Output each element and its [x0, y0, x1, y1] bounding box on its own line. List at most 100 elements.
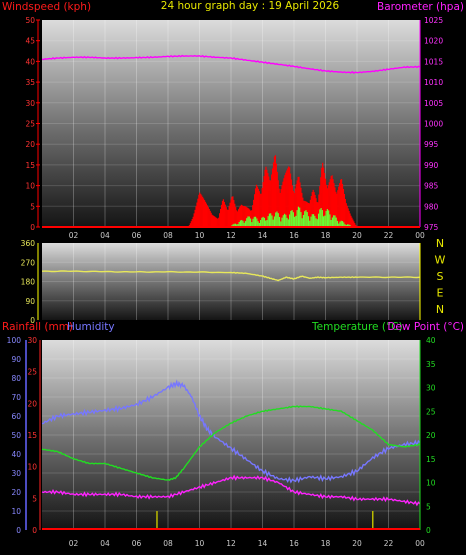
wind-y-tick: 15	[25, 161, 35, 170]
direction-series	[41, 270, 421, 282]
x-tick-label: 12	[226, 231, 236, 240]
baro-y-tick: 975	[424, 223, 439, 232]
humidity-y-tick: 80	[11, 374, 21, 383]
humidity-y-tick: 70	[11, 393, 21, 402]
graph-title: 24 hour graph day : 19 April 2026	[161, 0, 340, 12]
temp-y-tick: 40	[426, 336, 436, 345]
x-tick-label: 14	[258, 231, 268, 240]
wind-y-tick: 30	[25, 99, 35, 108]
x-tick-label: 16	[289, 539, 299, 548]
x-tick-label: 10	[195, 231, 205, 240]
rain-y-tick: 25	[27, 368, 37, 377]
baro-y-tick: 990	[424, 161, 439, 170]
direction-axes	[37, 243, 421, 320]
x-tick-label: 06	[132, 539, 142, 548]
wind-axes	[36, 19, 421, 228]
barometer-line	[41, 54, 421, 74]
wind-y-tick: 5	[30, 202, 35, 211]
direction-y-tick: 360	[21, 239, 36, 248]
direction-y-tick: 270	[21, 258, 36, 267]
compass-label: N	[436, 237, 444, 250]
rain-y-tick: 20	[27, 399, 37, 408]
humidity-axis-title: Humidity	[67, 321, 115, 333]
gust-series	[231, 206, 351, 227]
x-tick-label: 20	[352, 231, 362, 240]
compass-label: E	[437, 287, 444, 300]
x-tick-label: 04	[100, 231, 110, 240]
x-tick-label: 12	[226, 539, 236, 548]
direction-y-tick: 180	[21, 278, 36, 287]
humidity-y-tick: 0	[16, 526, 21, 535]
baro-y-tick: 1010	[424, 78, 443, 87]
humidity-y-tick: 10	[11, 507, 21, 516]
x-tick-label: 06	[132, 231, 142, 240]
x-tick-label: 00	[415, 231, 425, 240]
baro-y-tick: 1015	[424, 57, 443, 66]
compass-label: W	[435, 254, 446, 267]
direction-line	[41, 270, 421, 282]
temp-y-tick: 30	[426, 384, 436, 393]
barometer-axis-title: Barometer (hpa)	[377, 1, 464, 13]
baro-y-tick: 1005	[424, 99, 443, 108]
temp-y-tick: 0	[426, 526, 431, 535]
direction-y-tick: 0	[30, 316, 35, 325]
baro-y-tick: 995	[424, 140, 439, 149]
compass-label: N	[436, 303, 444, 316]
rain-y-tick: 0	[32, 526, 37, 535]
x-tick-label: 08	[163, 231, 173, 240]
temp-y-tick: 20	[426, 431, 436, 440]
temp-y-tick: 25	[426, 407, 436, 416]
humidity-y-tick: 90	[11, 355, 21, 364]
wind-y-tick: 10	[25, 182, 35, 191]
direction-gridlines	[42, 243, 421, 320]
direction-y-tick: 90	[25, 297, 35, 306]
direction-tick-labels: 0 90 180 270 360	[21, 239, 36, 325]
x-tick-label: 14	[258, 539, 268, 548]
baro-y-tick: 985	[424, 182, 439, 191]
temperature-axis-title: Temperature (°C)	[311, 321, 403, 333]
humidity-y-tick: 20	[11, 488, 21, 497]
wind-y-tick: 25	[25, 120, 35, 129]
baro-y-tick: 1020	[424, 37, 443, 46]
rainfall-series	[156, 511, 374, 530]
wind-y-tick: 45	[25, 37, 35, 46]
wind-tick-labels: 0510152025303540455097598098599099510001…	[25, 16, 443, 240]
rain-y-tick: 10	[27, 463, 37, 472]
humidity-y-tick: 50	[11, 431, 21, 440]
wind-y-tick: 50	[25, 16, 35, 25]
wind-y-tick: 35	[25, 78, 35, 87]
weather-axes	[25, 340, 421, 530]
rainfall-axis-title: Rainfall (mm)	[2, 321, 73, 333]
x-tick-label: 22	[384, 539, 394, 548]
x-tick-label: 02	[69, 539, 79, 548]
x-tick-label: 02	[69, 231, 79, 240]
temperature-series	[41, 405, 421, 481]
x-tick-label: 22	[384, 231, 394, 240]
humidity-y-tick: 40	[11, 450, 21, 459]
rain-y-tick: 30	[27, 336, 37, 345]
x-tick-label: 18	[321, 539, 331, 548]
temperature-line	[41, 405, 421, 481]
temp-y-tick: 10	[426, 479, 436, 488]
x-tick-label: 04	[100, 539, 110, 548]
x-tick-label: 20	[352, 539, 362, 548]
temp-y-tick: 15	[426, 455, 436, 464]
wind-gridlines	[42, 20, 421, 227]
x-tick-label: 16	[289, 231, 299, 240]
weather-gridlines	[42, 340, 421, 530]
temp-y-tick: 35	[426, 360, 436, 369]
rain-y-tick: 5	[32, 494, 37, 503]
humidity-y-tick: 60	[11, 412, 21, 421]
x-tick-label: 18	[321, 231, 331, 240]
wind-y-tick: 0	[30, 223, 35, 232]
humidity-series	[41, 379, 421, 484]
dewpoint-axis-title: Dew Point (°C)	[387, 321, 464, 333]
x-tick-label: 08	[163, 539, 173, 548]
humidity-line	[41, 379, 421, 484]
windspeed-axis-title: Windspeed (kph)	[2, 1, 91, 13]
baro-y-tick: 1000	[424, 120, 443, 129]
weather-plot-area	[42, 340, 420, 530]
rain-y-tick: 15	[27, 431, 37, 440]
